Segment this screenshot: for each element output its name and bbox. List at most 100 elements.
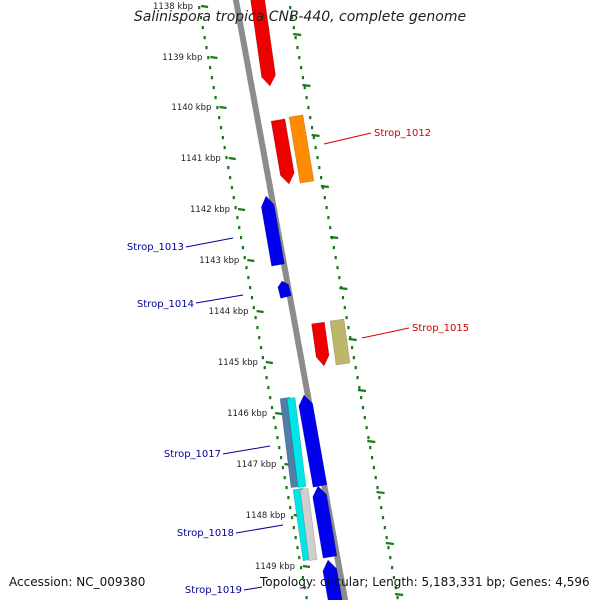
right-ruler-dot (349, 336, 352, 340)
left-ruler-dot (210, 76, 214, 80)
right-ruler-dot (354, 366, 357, 370)
gene-features (250, 0, 351, 600)
right-ruler-dot (296, 46, 299, 50)
tick-label: 1140 kbp (171, 103, 211, 113)
left-ruler-dot (283, 476, 286, 480)
left-ruler-dot (276, 436, 279, 440)
left-ruler-dot (270, 406, 274, 410)
gene-leader-line (243, 586, 263, 591)
left-ruler-dot (300, 566, 303, 570)
left-ruler-dot (267, 386, 270, 390)
left-ruler-dot (214, 96, 217, 100)
gene-leader-line (235, 524, 284, 534)
left-ruler-dot (303, 586, 306, 590)
left-major-tick (265, 360, 274, 365)
left-ruler-dot (269, 396, 272, 400)
left-ruler-dot (223, 146, 226, 150)
left-ruler-dot (259, 346, 263, 350)
left-major-tick (200, 4, 209, 9)
gene-strop-1017-part (286, 397, 307, 488)
left-ruler-dot (278, 446, 281, 450)
right-ruler-dot (300, 66, 303, 70)
right-ruler-dot (305, 96, 308, 100)
right-ruler-dot (327, 216, 330, 220)
left-ruler-dot (301, 576, 305, 580)
right-ruler-dot (396, 596, 399, 600)
right-ruler-dot (363, 416, 366, 420)
gene-strop-1019 (322, 559, 343, 600)
tick-label: 1143 kbp (199, 256, 239, 266)
right-ruler-dot (389, 556, 392, 560)
right-ruler-dot (321, 186, 325, 190)
right-ruler-dot (307, 106, 310, 110)
tick-label: 1142 kbp (190, 205, 230, 215)
tick-label: 1144 kbp (209, 307, 249, 317)
tick-label: 1138 kbp (153, 2, 193, 12)
left-ruler-dot (227, 166, 230, 170)
gene-label[interactable]: Strop_1019 (185, 585, 242, 596)
tick-label: 1147 kbp (236, 460, 276, 470)
right-ruler-dot (336, 266, 339, 270)
right-ruler-dot (338, 276, 341, 280)
left-ruler-dot (239, 236, 243, 240)
gene-leader-line (195, 294, 244, 304)
left-major-tick (302, 564, 311, 569)
gene-strop-1012 (288, 114, 315, 184)
left-ruler-dot (207, 56, 210, 60)
left-ruler-dot (254, 316, 257, 320)
right-ruler-dot (385, 536, 388, 540)
left-ruler-dot (290, 516, 294, 520)
left-major-tick (275, 411, 283, 416)
gene-label[interactable]: Strop_1012 (374, 128, 431, 139)
forward-gene (270, 118, 295, 185)
left-ruler-dot (305, 596, 308, 600)
right-major-tick (348, 337, 357, 342)
gene-label[interactable]: Strop_1013 (127, 242, 184, 253)
left-ruler-dot (212, 86, 215, 90)
right-ruler-dot (318, 166, 321, 170)
left-ruler-dot (245, 266, 248, 270)
right-major-tick (339, 286, 348, 291)
tick-labels: 1138 kbp 1139 kbp 1140 kbp 1141 kbp 1142 kbp… (153, 2, 295, 572)
right-ruler-dot (316, 156, 319, 160)
left-ruler-dot (203, 36, 206, 40)
gene-label[interactable]: Strop_1018 (177, 528, 234, 539)
right-ruler-dot (320, 176, 323, 180)
right-major-tick (320, 184, 329, 189)
gene-leader-line (323, 132, 372, 145)
tick-label: 1148 kbp (246, 511, 286, 521)
gene-callouts: Strop_1012 Strop_1013 Strop_1014 Strop_1015… (127, 128, 469, 596)
left-major-tick (210, 55, 218, 60)
left-ruler-dot (229, 176, 232, 180)
right-ruler-dot (334, 256, 337, 260)
left-ruler-dot (296, 546, 299, 550)
right-ruler-dot (332, 246, 335, 250)
left-ruler-dot (285, 486, 288, 490)
left-major-tick (237, 207, 246, 212)
right-ruler (289, 6, 404, 600)
left-ruler-dot (274, 426, 277, 430)
accession-text: Accession: NC_009380 (9, 575, 146, 589)
left-ruler-dot (272, 416, 275, 420)
gene-label[interactable]: Strop_1015 (412, 323, 469, 334)
right-major-tick (376, 490, 385, 495)
gene-leader-line (361, 327, 410, 339)
right-ruler-dot (391, 566, 394, 570)
right-ruler-dot (309, 116, 312, 120)
gene-label[interactable]: Strop_1017 (164, 449, 221, 460)
tick-label: 1149 kbp (255, 562, 295, 572)
left-ruler-dot (250, 296, 254, 300)
left-ruler-dot (249, 286, 252, 290)
right-ruler-dot (392, 576, 396, 580)
right-ruler-dot (374, 476, 377, 480)
right-major-tick (385, 541, 394, 546)
left-ruler-dot (232, 196, 235, 200)
right-ruler-dot (365, 426, 368, 430)
tick-label: 1145 kbp (218, 358, 258, 368)
right-ruler-dot (294, 36, 297, 40)
right-ruler-dot (323, 196, 326, 200)
right-major-tick (357, 388, 367, 393)
left-ruler-dot (243, 256, 246, 260)
gene-label[interactable]: Strop_1014 (137, 299, 194, 310)
